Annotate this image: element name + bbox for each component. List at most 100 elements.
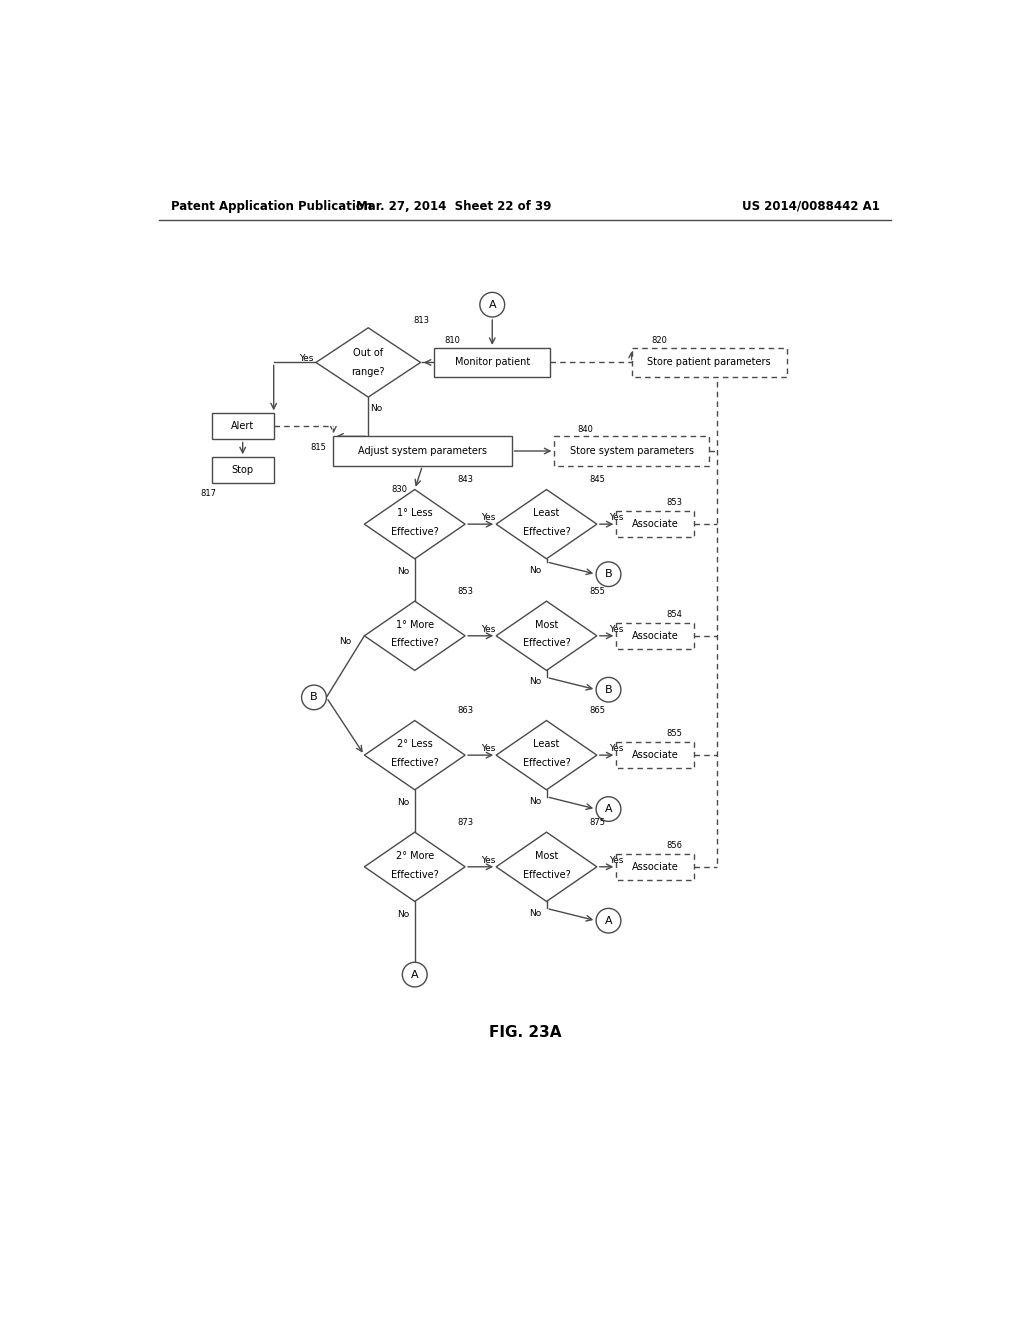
Text: No: No	[339, 638, 351, 647]
Text: No: No	[397, 568, 410, 577]
Text: A: A	[605, 804, 612, 814]
Text: Effective?: Effective?	[391, 527, 438, 537]
Text: 1° Less: 1° Less	[397, 508, 432, 519]
Text: 817: 817	[200, 488, 216, 498]
Text: 865: 865	[589, 706, 605, 715]
Circle shape	[302, 685, 327, 710]
Text: Alert: Alert	[231, 421, 254, 432]
Circle shape	[596, 677, 621, 702]
Text: Associate: Associate	[632, 862, 678, 871]
Text: 856: 856	[667, 841, 683, 850]
Text: Yes: Yes	[609, 857, 624, 865]
Text: 863: 863	[458, 706, 473, 715]
Circle shape	[596, 562, 621, 586]
Circle shape	[480, 293, 505, 317]
Text: 855: 855	[667, 729, 683, 738]
Circle shape	[596, 797, 621, 821]
Text: 873: 873	[458, 817, 473, 826]
Circle shape	[596, 908, 621, 933]
Text: 1° More: 1° More	[395, 620, 434, 630]
Text: Effective?: Effective?	[522, 870, 570, 879]
Polygon shape	[365, 832, 465, 902]
Bar	[212, 457, 273, 483]
Text: Yes: Yes	[609, 626, 624, 634]
Text: 2° Less: 2° Less	[397, 739, 432, 750]
Text: No: No	[528, 566, 541, 574]
Text: Least: Least	[534, 508, 560, 519]
Polygon shape	[316, 327, 421, 397]
Text: No: No	[370, 404, 382, 413]
Text: Yes: Yes	[481, 744, 496, 754]
Bar	[616, 854, 693, 880]
Text: Mar. 27, 2014  Sheet 22 of 39: Mar. 27, 2014 Sheet 22 of 39	[355, 199, 551, 213]
Text: Effective?: Effective?	[522, 758, 570, 768]
Text: Effective?: Effective?	[522, 639, 570, 648]
Text: Yes: Yes	[609, 513, 624, 523]
Polygon shape	[496, 490, 597, 558]
Text: A: A	[605, 916, 612, 925]
Text: 843: 843	[458, 475, 473, 484]
Bar	[616, 742, 693, 768]
Bar	[434, 348, 550, 378]
Text: Yes: Yes	[481, 513, 496, 523]
Text: Associate: Associate	[632, 750, 678, 760]
Text: Effective?: Effective?	[391, 870, 438, 879]
Text: Store patient parameters: Store patient parameters	[647, 358, 771, 367]
Text: Most: Most	[535, 620, 558, 630]
Text: No: No	[528, 677, 541, 686]
Text: Out of: Out of	[353, 348, 383, 358]
Text: 853: 853	[667, 498, 683, 507]
Text: 813: 813	[414, 315, 429, 325]
Text: 854: 854	[667, 610, 683, 619]
Text: B: B	[605, 569, 612, 579]
Text: Associate: Associate	[632, 631, 678, 640]
Text: No: No	[528, 908, 541, 917]
Text: Patent Application Publication: Patent Application Publication	[171, 199, 372, 213]
Text: Associate: Associate	[632, 519, 678, 529]
Text: FIG. 23A: FIG. 23A	[488, 1024, 561, 1040]
Text: 820: 820	[651, 337, 667, 346]
Bar	[616, 511, 693, 537]
Text: 845: 845	[589, 475, 605, 484]
Text: Store system parameters: Store system parameters	[569, 446, 693, 455]
Circle shape	[402, 962, 427, 987]
Text: Yes: Yes	[481, 857, 496, 865]
Text: Effective?: Effective?	[391, 758, 438, 768]
Bar	[632, 348, 786, 378]
Text: 840: 840	[578, 425, 593, 434]
Text: US 2014/0088442 A1: US 2014/0088442 A1	[741, 199, 880, 213]
Bar	[334, 437, 512, 466]
Text: 815: 815	[310, 442, 326, 451]
Text: Effective?: Effective?	[391, 639, 438, 648]
Text: 2° More: 2° More	[395, 851, 434, 861]
Text: 855: 855	[589, 586, 605, 595]
Text: range?: range?	[351, 367, 385, 376]
Text: B: B	[605, 685, 612, 694]
Text: 830: 830	[391, 484, 407, 494]
Text: Stop: Stop	[231, 465, 254, 475]
Polygon shape	[365, 490, 465, 558]
Text: 853: 853	[458, 586, 473, 595]
Text: A: A	[411, 970, 419, 979]
Polygon shape	[496, 721, 597, 789]
Polygon shape	[496, 832, 597, 902]
Polygon shape	[365, 721, 465, 789]
Bar	[554, 437, 710, 466]
Bar	[212, 413, 273, 440]
Text: Adjust system parameters: Adjust system parameters	[358, 446, 487, 455]
Text: Yes: Yes	[481, 626, 496, 634]
Text: Monitor patient: Monitor patient	[455, 358, 529, 367]
Text: B: B	[310, 693, 317, 702]
Text: Yes: Yes	[609, 744, 624, 754]
Text: 810: 810	[444, 337, 460, 346]
Text: No: No	[528, 797, 541, 805]
Text: Least: Least	[534, 739, 560, 750]
Text: Yes: Yes	[299, 354, 313, 363]
Bar	[616, 623, 693, 649]
Polygon shape	[496, 601, 597, 671]
Polygon shape	[365, 601, 465, 671]
Text: No: No	[397, 909, 410, 919]
Text: No: No	[397, 799, 410, 808]
Text: Most: Most	[535, 851, 558, 861]
Text: 875: 875	[589, 817, 605, 826]
